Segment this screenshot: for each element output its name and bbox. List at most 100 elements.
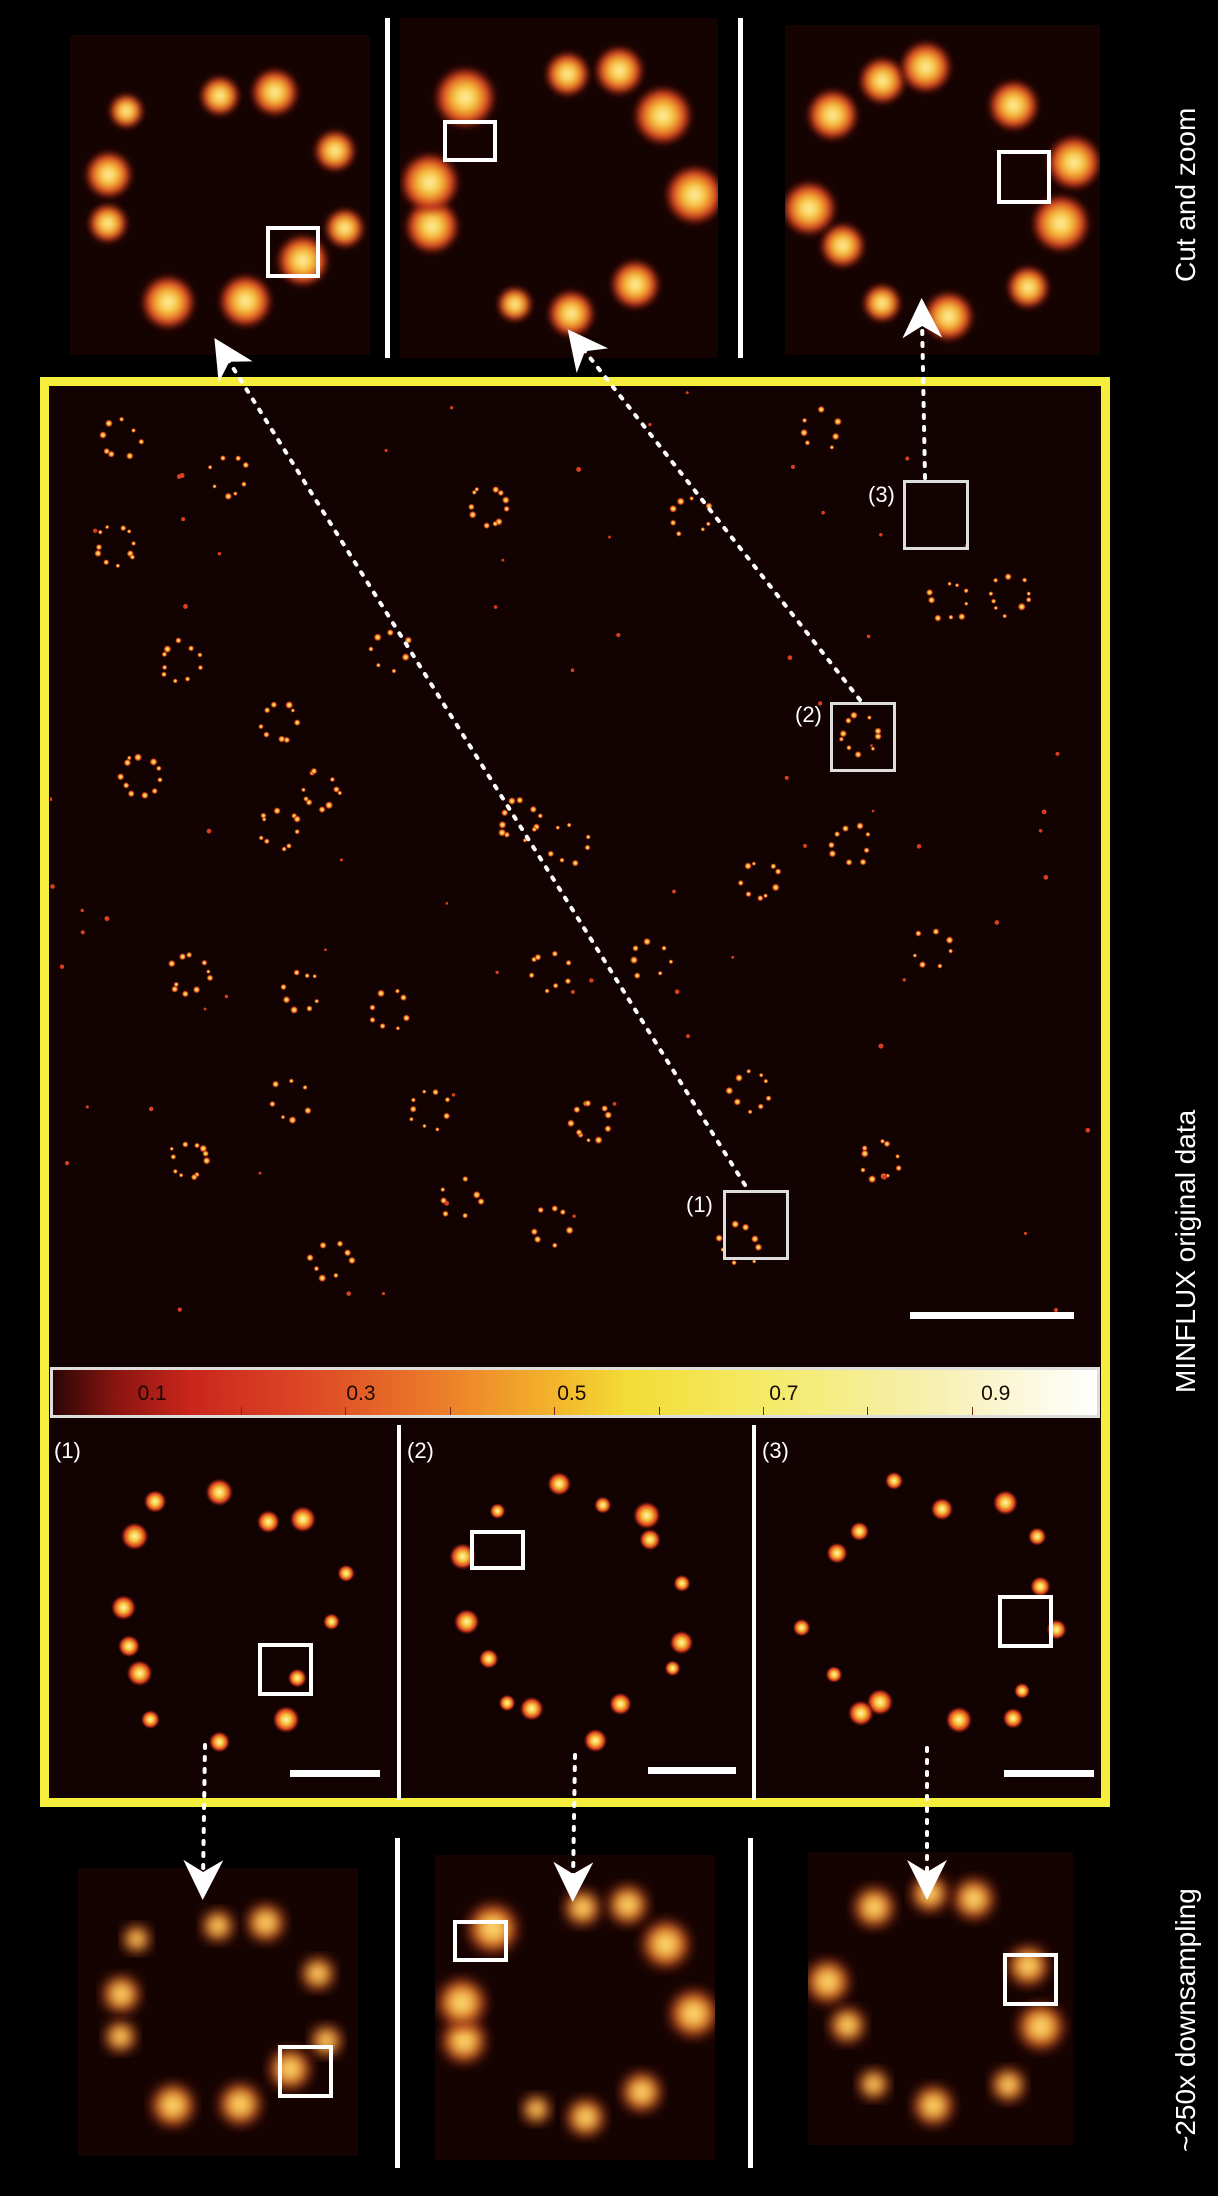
- main-localization: [104, 419, 113, 428]
- main-localization: [293, 969, 301, 976]
- fluorophore-blob: [249, 66, 301, 118]
- main-localization: [529, 805, 537, 814]
- background-localization: [612, 1101, 617, 1106]
- main-localization: [282, 995, 291, 1004]
- main-localization: [584, 844, 591, 851]
- fluorophore-blob: [849, 1521, 870, 1542]
- main-localization: [368, 646, 374, 652]
- inset-separator-1: [397, 1425, 401, 1800]
- main-localization: [750, 1234, 759, 1243]
- main-localization: [661, 945, 667, 951]
- fluorophore-blob: [1029, 192, 1092, 255]
- main-localization: [379, 1022, 386, 1030]
- main-localization: [293, 815, 301, 823]
- main-localization: [103, 559, 110, 566]
- background-localization: [787, 655, 793, 661]
- main-localization: [443, 1112, 451, 1120]
- background-localization: [324, 948, 327, 952]
- main-localization: [224, 492, 233, 501]
- roi-label-1: (1): [686, 1192, 713, 1217]
- background-localization: [686, 1034, 690, 1039]
- main-localization: [804, 439, 811, 446]
- fluorophore-blob: [126, 1659, 153, 1687]
- main-localization: [324, 801, 334, 810]
- fluorophore-blob: [107, 92, 145, 130]
- main-localization: [207, 464, 213, 470]
- main-localization: [125, 452, 134, 460]
- background-localization: [871, 809, 875, 813]
- main-localization: [990, 598, 997, 604]
- main-localization: [319, 1241, 327, 1249]
- main-localization: [197, 652, 203, 658]
- main-localization: [566, 822, 572, 828]
- main-localization: [140, 791, 149, 800]
- fluorophore-blob: [785, 179, 839, 238]
- background-localization: [339, 858, 343, 862]
- background-localization: [104, 916, 110, 922]
- main-localization: [845, 717, 852, 724]
- main-localization: [474, 486, 480, 492]
- main-localization: [336, 1240, 344, 1248]
- fluorophore-blob: [272, 1705, 300, 1734]
- main-localization: [118, 416, 125, 422]
- main-localization: [149, 757, 158, 766]
- fluorophore-blob: [312, 128, 358, 174]
- top-zoom-selection-3: [997, 150, 1051, 204]
- main-localization: [860, 1149, 869, 1158]
- fluorophore-blob: [1027, 1527, 1047, 1546]
- main-localization: [115, 563, 121, 569]
- main-localization: [369, 1016, 376, 1024]
- fluorophore-blob: [608, 1692, 632, 1716]
- main-localization: [594, 1135, 603, 1145]
- inset-scale-bar-3: [1004, 1770, 1094, 1777]
- main-localization: [167, 959, 176, 968]
- fluorophore-blob: [593, 44, 646, 97]
- fluorophore-blob: [323, 207, 366, 250]
- background-localization: [59, 964, 65, 969]
- main-localization: [601, 1104, 609, 1113]
- main-localization: [421, 1089, 427, 1094]
- downsampled-selection-2: [453, 1920, 508, 1962]
- main-localization: [700, 527, 706, 532]
- colorbar-tick-0.7: 0.7: [769, 1382, 799, 1405]
- main-scale-bar: [910, 1312, 1074, 1319]
- main-localization: [232, 491, 238, 496]
- background-localization: [570, 668, 575, 673]
- fluorophore-blob: [619, 2069, 664, 2115]
- main-localization: [280, 1114, 286, 1120]
- main-localization: [442, 1210, 449, 1218]
- background-localization: [381, 1291, 386, 1296]
- fluorophore-blob: [631, 84, 695, 147]
- background-localization: [608, 535, 611, 539]
- main-localization: [131, 540, 137, 547]
- main-localization: [668, 959, 674, 965]
- fluorophore-blob: [808, 1957, 852, 2006]
- main-localization: [318, 1273, 327, 1283]
- main-localization: [288, 1078, 294, 1084]
- main-localization: [95, 543, 103, 551]
- label-minflux-original-data: MINFLUX original data: [1170, 1109, 1201, 1393]
- fluorophore-blob: [856, 2067, 891, 2102]
- main-localization: [604, 1125, 612, 1133]
- main-localization: [155, 765, 162, 772]
- background-localization: [1053, 1307, 1059, 1313]
- main-localization: [584, 1099, 592, 1107]
- main-localization: [963, 588, 969, 594]
- fluorophore-blob: [1014, 2000, 1067, 2053]
- main-localization: [765, 1095, 772, 1102]
- main-localization: [705, 521, 711, 527]
- background-localization: [818, 701, 823, 706]
- fluorophore-blob: [664, 1660, 681, 1677]
- main-localization: [169, 1146, 175, 1152]
- main-localization: [859, 858, 867, 866]
- main-localization: [122, 782, 130, 789]
- main-localization: [402, 1014, 411, 1022]
- background-localization: [803, 843, 808, 848]
- main-localization: [879, 1138, 886, 1144]
- top-separator-1: [385, 18, 390, 358]
- main-localization: [394, 988, 401, 994]
- main-localization: [758, 1072, 764, 1078]
- roi-label-3: (3): [868, 482, 895, 507]
- background-localization: [444, 1200, 450, 1206]
- main-localization: [409, 1105, 417, 1113]
